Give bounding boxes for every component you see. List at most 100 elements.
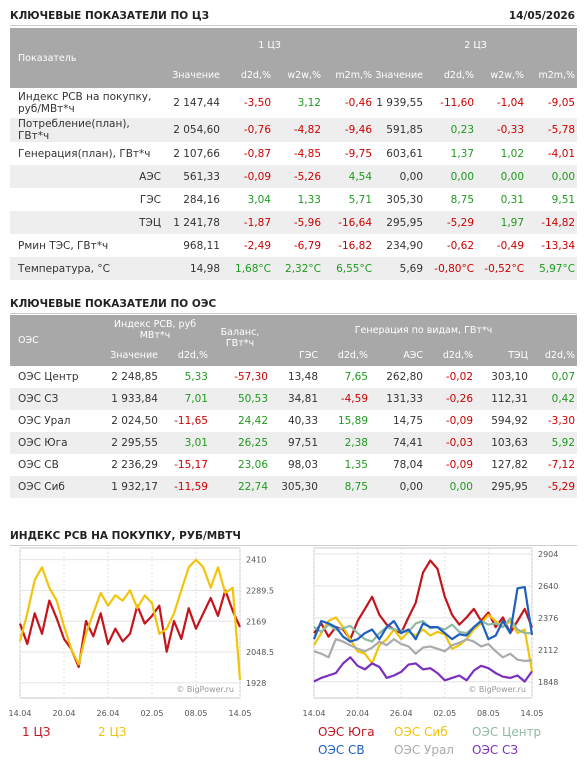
cell: -5,96: [273, 211, 323, 234]
series-line: [18, 589, 242, 669]
cell: 968,11: [183, 239, 220, 252]
cell: -0,02: [445, 371, 473, 383]
cell: 295,95: [374, 211, 426, 234]
table-row: Потребление(план), ГВт*ч 2 054,60 -0,76 -4,…: [10, 118, 578, 142]
row-label: ОЭС Урал: [18, 415, 71, 427]
cell: 594,92: [491, 415, 528, 427]
cell: 2,38: [320, 432, 370, 454]
series-line: [313, 638, 533, 662]
cell: -0,52°C: [476, 257, 527, 280]
table-row: ОЭС Центр 2 248,85 5,33 -57,30 13,48 7,65 262,…: [10, 366, 577, 388]
cell: -9,46: [323, 118, 375, 142]
table-row: ГЭС 284,16 3,04 1,33 5,71 305,30 8,75 0,31 9,51: [10, 188, 577, 211]
table-row: ОЭС Сиб 1 932,17 -11,59 22,74 305,30 8,75 0,00…: [10, 476, 578, 498]
y-tick-label: 1928: [246, 679, 266, 688]
cell: -1,04: [496, 97, 525, 109]
cell: 131,33: [370, 388, 425, 410]
cell: 1,33: [297, 193, 321, 206]
cell: 0,00: [425, 476, 475, 498]
cell: 1,68°C: [222, 257, 273, 280]
cell: 103,63: [475, 432, 530, 454]
cell: 40,33: [287, 415, 318, 427]
cell: 5,69: [374, 257, 426, 280]
row-label: Генерация(план), ГВт*ч: [18, 147, 151, 160]
cell: -4,01: [547, 147, 576, 160]
header-cell: d2d,%: [425, 62, 477, 88]
cell: 2 107,66: [173, 147, 220, 160]
cell: 3,12: [297, 97, 321, 109]
header-cell: Показатель: [10, 28, 165, 88]
cell: 1,02: [500, 147, 525, 160]
cell: -0,62: [446, 239, 475, 252]
cell: -4,59: [320, 388, 370, 410]
cell: 2 054,60: [165, 118, 222, 142]
cell: -0,09: [222, 165, 273, 188]
legend-label: ОЭС Центр: [472, 725, 541, 739]
table-row: ОЭС Урал 2 024,50 -11,65 24,42 40,33 15,89 14,…: [10, 410, 577, 432]
cell: -9,05: [547, 97, 576, 109]
header-cell: ГЭС: [270, 345, 320, 366]
cell: -11,59: [160, 476, 210, 498]
x-tick-label: 20.04: [346, 709, 369, 718]
header-cell: d2d,%: [530, 345, 578, 366]
table-row: АЭС 561,33 -0,09 -5,26 4,54 0,00 0,00 0,00 0,00: [10, 165, 578, 188]
cell: 24,42: [237, 415, 268, 427]
x-tick-label: 14.04: [303, 709, 326, 718]
cell: 0,00: [374, 165, 426, 188]
cell: 4,54: [323, 165, 375, 188]
cell: 262,80: [386, 371, 423, 383]
cell: 1 241,78: [165, 211, 222, 234]
cell: -0,03: [425, 432, 475, 454]
x-tick-label: 08.05: [185, 709, 208, 718]
y-tick-label: 2376: [538, 614, 558, 623]
cell: 34,81: [270, 388, 320, 410]
cell: 5,71: [348, 193, 373, 206]
section-title: КЛЮЧЕВЫЕ ПОКАЗАТЕЛИ ПО ЦЗ 14/05/2026: [10, 10, 577, 26]
cell: 1 932,17: [100, 476, 160, 498]
cell: -0,09: [445, 459, 473, 471]
cell: 1 933,84: [100, 388, 160, 410]
cell: 1,97: [476, 211, 527, 234]
header-group: 2 ЦЗ: [374, 28, 578, 62]
cell: -0,49: [496, 239, 525, 252]
y-tick-label: 1848: [538, 678, 558, 687]
cell: -0,87: [243, 147, 271, 160]
cell: 22,74: [210, 476, 270, 498]
cell: 234,90: [386, 239, 424, 252]
cell: 2 147,44: [173, 97, 220, 109]
cell: -5,29: [530, 476, 578, 498]
watermark: © BigPower.ru: [176, 685, 234, 694]
table-row: ОЭС Юга 2 295,55 3,01 26,25 97,51 2,38 74,41 -0…: [10, 432, 578, 454]
x-tick-label: 26.04: [390, 709, 413, 718]
cell: 591,85: [374, 118, 426, 142]
cell: 305,30: [270, 476, 320, 498]
cell: 9,51: [551, 193, 576, 206]
cell: 6,55°C: [323, 257, 375, 280]
x-tick-label: 14.05: [229, 709, 252, 718]
header-cell: d2d,%: [425, 345, 475, 366]
cell: 0,00: [425, 165, 477, 188]
row-label: ОЭС СВ: [18, 459, 59, 471]
header-group: Генерация по видам, ГВт*ч: [270, 315, 578, 345]
row-label: Потребление(план), ГВт*ч: [10, 118, 165, 142]
series-line: [18, 558, 242, 680]
cell: 2 295,55: [100, 432, 160, 454]
legend-label: ОЭС Урал: [394, 743, 454, 757]
header-cell: d2d,%: [160, 345, 210, 366]
cell: 26,25: [210, 432, 270, 454]
cell: 74,41: [370, 432, 425, 454]
legend-label: ОЭС СВ: [318, 743, 365, 757]
cell: 50,53: [210, 388, 270, 410]
cell: -5,78: [526, 118, 578, 142]
x-tick-label: 02.05: [141, 709, 164, 718]
series-line: [313, 617, 533, 643]
series-line: [313, 656, 533, 683]
cell: -9,75: [344, 147, 373, 160]
x-tick-label: 02.05: [433, 709, 456, 718]
cell: 127,82: [491, 459, 528, 471]
cell: 5,33: [184, 371, 208, 383]
watermark: © BigPower.ru: [468, 685, 526, 694]
section-title: КЛЮЧЕВЫЕ ПОКАЗАТЕЛИ ПО ОЭС: [10, 298, 577, 314]
cell: 7,01: [160, 388, 210, 410]
y-tick-label: 2169: [246, 617, 266, 626]
